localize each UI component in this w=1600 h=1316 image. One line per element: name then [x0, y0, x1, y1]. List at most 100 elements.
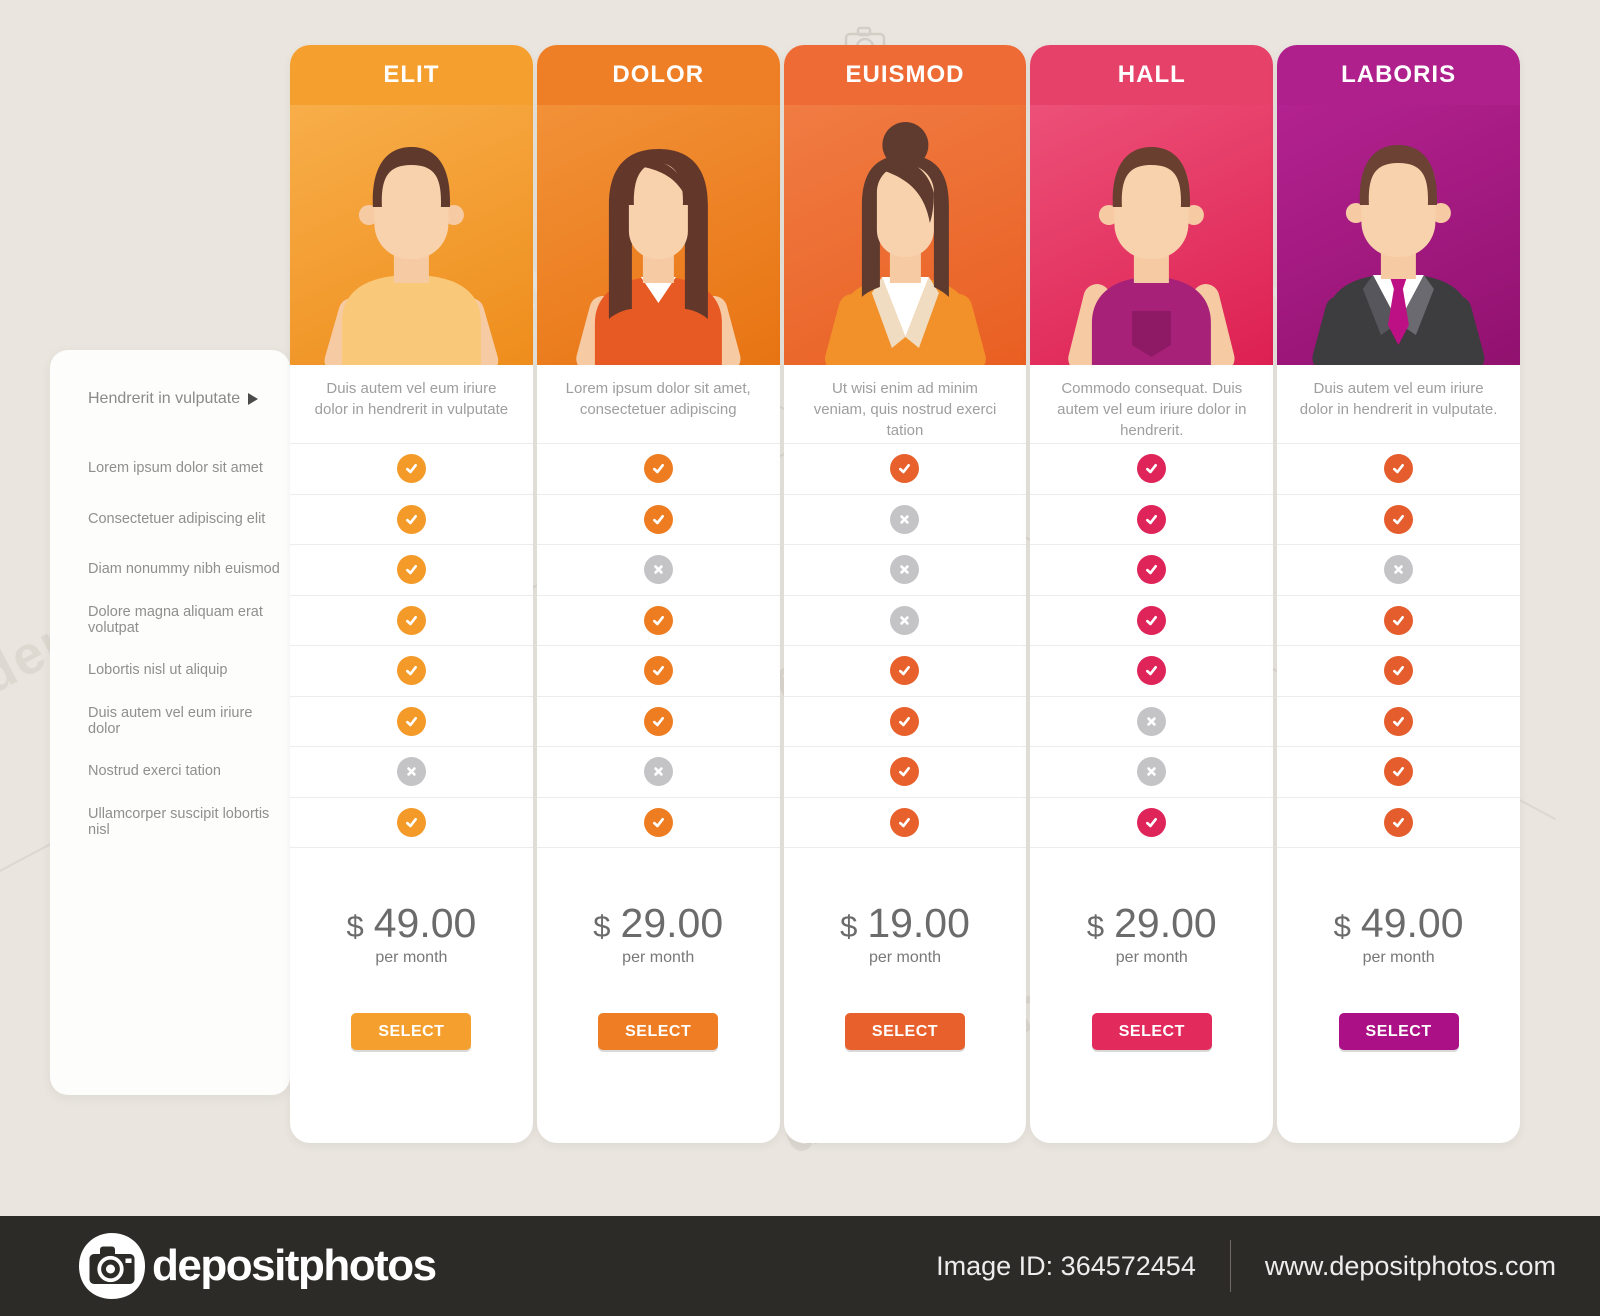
check-icon — [890, 757, 920, 787]
check-icon — [396, 605, 426, 635]
feature-cell — [1030, 746, 1274, 797]
check-icon — [1384, 454, 1414, 484]
feature-cell — [290, 493, 533, 545]
feature-cell — [290, 645, 533, 696]
check-icon — [890, 706, 920, 736]
avatar-man-tshirt — [324, 147, 499, 365]
feature-label: Ullamcorper suscipit lobortis nisl — [88, 805, 270, 838]
plan-name: EUISMOD — [845, 61, 965, 88]
feature-cell — [783, 594, 1027, 646]
currency-symbol: $ — [1333, 909, 1351, 944]
currency-symbol: $ — [840, 909, 858, 944]
feature-cell — [536, 544, 780, 595]
feature-label: Lobortis nisl ut aliquip — [88, 662, 228, 679]
currency-symbol: $ — [1086, 909, 1105, 944]
feature-cell — [1277, 493, 1520, 545]
feature-cell — [1030, 695, 1274, 747]
feature-cell — [1277, 594, 1520, 646]
plan-price: $ 29.00 per month — [537, 900, 780, 967]
image-id-text: Image ID: 364572454 — [936, 1250, 1196, 1281]
plan-avatar — [536, 105, 780, 365]
pricing-cards: ELIT Duis autem vel eum iriure dolor in … — [290, 45, 1520, 1143]
cross-icon — [396, 757, 426, 787]
price-amount: 19.00 — [867, 900, 970, 946]
depositphotos-logo: depositphotos — [76, 1230, 437, 1302]
feature-cell — [1277, 796, 1520, 848]
check-icon — [643, 605, 673, 635]
features-header-label: Hendrerit in vulputate — [88, 390, 241, 407]
feature-cell — [783, 746, 1027, 797]
feature-cell — [1030, 796, 1274, 848]
plan-header: LABORIS — [1277, 45, 1520, 105]
plan-feature-cells — [1030, 443, 1274, 848]
check-icon — [396, 706, 426, 736]
plan-feature-cells — [536, 443, 780, 848]
feature-cell — [783, 493, 1027, 545]
depositphotos-logo-icon — [79, 1233, 145, 1299]
feature-cell — [1030, 443, 1274, 494]
pricing-card: DOLOR Lorem ipsum dolor sit amet, consec… — [536, 45, 780, 1143]
select-button[interactable]: SELECT — [1338, 1013, 1459, 1050]
watermark-footer-bar: depositphotos Image ID: 364572454 www.de… — [0, 1216, 1600, 1316]
cross-icon — [890, 605, 920, 635]
select-button[interactable]: SELECT — [844, 1013, 965, 1050]
check-icon — [890, 454, 920, 484]
plan-price: $ 49.00 per month — [290, 900, 533, 967]
feature-label: Duis autem vel eum iriure dolor — [88, 704, 253, 737]
select-button[interactable]: SELECT — [598, 1013, 719, 1050]
pricing-card: EUISMOD Ut wisi enim ad minim veniam, qu… — [783, 45, 1027, 1143]
avatar-man-suit — [1312, 145, 1485, 365]
feature-label: Diam nonummy nibh euismod — [88, 561, 280, 578]
check-icon — [890, 807, 920, 837]
cross-icon — [643, 555, 673, 585]
feature-cell — [290, 594, 533, 646]
feature-label: Dolore magna aliquam erat volutpat — [88, 603, 263, 636]
check-icon — [1137, 454, 1167, 484]
feature-cell — [290, 544, 533, 595]
currency-symbol: $ — [593, 909, 611, 944]
feature-label: Nostrud exerci tation — [88, 763, 221, 780]
feature-cell — [536, 796, 780, 848]
plan-description: Lorem ipsum dolor sit amet, consectetuer… — [565, 380, 751, 418]
plan-avatar — [1277, 105, 1520, 365]
check-icon — [396, 454, 426, 484]
check-icon — [1384, 807, 1414, 837]
plan-description: Duis autem vel eum iriure dolor in hendr… — [1299, 380, 1498, 418]
feature-cell — [536, 645, 780, 696]
cross-icon — [890, 555, 920, 585]
feature-cell — [536, 594, 780, 646]
price-period: per month — [1115, 949, 1188, 966]
check-icon — [396, 656, 426, 686]
check-icon — [1384, 656, 1414, 686]
plan-avatar — [290, 105, 533, 365]
plan-description: Ut wisi enim ad minim veniam, quis nostr… — [813, 380, 997, 439]
plan-price: $ 49.00 per month — [1277, 900, 1520, 967]
pricing-card: ELIT Duis autem vel eum iriure dolor in … — [290, 45, 533, 1143]
plan-description: Commodo consequat. Duis autem vel eum ir… — [1057, 380, 1247, 439]
check-icon — [1384, 757, 1414, 787]
plan-description: Duis autem vel eum iriure dolor in hendr… — [314, 380, 509, 418]
price-period: per month — [622, 949, 695, 966]
feature-cell — [290, 443, 533, 494]
check-icon — [643, 454, 673, 484]
select-button[interactable]: SELECT — [351, 1013, 472, 1050]
feature-cell — [783, 645, 1027, 696]
plan-feature-cells — [290, 443, 533, 848]
plan-avatar — [1030, 105, 1274, 365]
features-header[interactable]: Hendrerit in vulputate — [88, 390, 258, 408]
plan-feature-cells — [1277, 443, 1520, 848]
website-text[interactable]: www.depositphotos.com — [1264, 1250, 1556, 1281]
footer-divider — [1229, 1240, 1231, 1292]
features-list: Lorem ipsum dolor sit amet Consectetuer a… — [50, 443, 290, 847]
feature-cell — [783, 443, 1027, 494]
feature-label: Consectetuer adipiscing elit — [88, 510, 266, 527]
pricing-card: HALL Commodo consequat. Duis autem vel e… — [1030, 45, 1274, 1143]
price-amount: 29.00 — [1114, 900, 1217, 946]
cross-icon — [643, 757, 673, 787]
select-button[interactable]: SELECT — [1091, 1013, 1212, 1050]
feature-cell — [536, 746, 780, 797]
feature-cell — [783, 796, 1027, 848]
check-icon — [1137, 555, 1167, 585]
check-icon — [890, 656, 920, 686]
